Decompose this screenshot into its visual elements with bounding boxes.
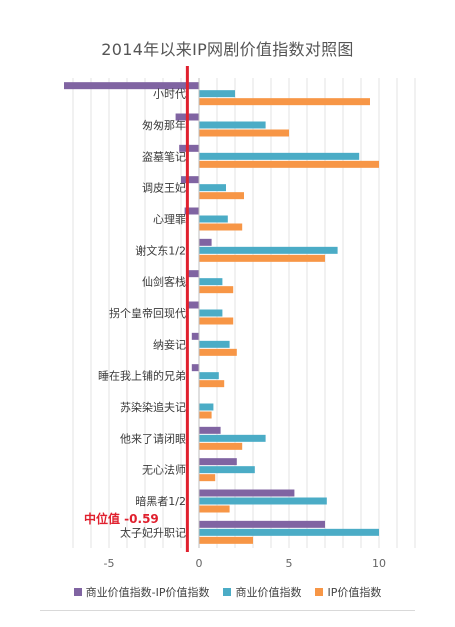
bar-1 xyxy=(191,364,199,372)
category-label: 无心法师 xyxy=(142,463,186,477)
category-label: 谢文东1/2 xyxy=(135,243,186,257)
bar-2 xyxy=(199,309,223,317)
bar-1 xyxy=(199,520,325,528)
bar-3 xyxy=(199,505,230,513)
x-tick-label: -5 xyxy=(104,557,115,570)
bar-1 xyxy=(64,82,199,90)
bar-3 xyxy=(199,192,244,200)
legend-label: IP价值指数 xyxy=(327,586,382,599)
bar-2 xyxy=(199,184,226,192)
bar-3 xyxy=(199,317,234,325)
legend-item: 商业价值指数-IP价值指数 xyxy=(73,584,210,600)
bar-2 xyxy=(199,434,266,442)
chart-title: 2014年以来IP网剧价值指数对照图 xyxy=(101,40,354,59)
bar-2 xyxy=(199,340,230,348)
bar-3 xyxy=(199,98,370,106)
category-label: 小时代 xyxy=(153,88,186,101)
x-tick-label: 0 xyxy=(196,557,203,570)
x-tick-label: 5 xyxy=(286,557,293,570)
bar-2 xyxy=(199,152,360,160)
x-tick-label: 10 xyxy=(372,557,386,570)
bar-2 xyxy=(199,403,214,411)
bar-2 xyxy=(199,215,228,223)
legend-label: 商业价值指数-IP价值指数 xyxy=(85,586,210,599)
bar-1 xyxy=(179,144,199,152)
bar-3 xyxy=(199,380,225,388)
category-label: 纳妾记 xyxy=(153,337,186,351)
category-label: 拐个皇帝回现代 xyxy=(109,306,186,320)
bar-3 xyxy=(199,160,379,168)
bar-2 xyxy=(199,90,235,98)
bar-3 xyxy=(199,442,243,450)
bar-1 xyxy=(188,301,199,309)
bar-1 xyxy=(186,270,199,278)
bar-3 xyxy=(199,129,289,137)
category-label: 心理罪 xyxy=(153,213,186,226)
bar-2 xyxy=(199,528,379,536)
bar-3 xyxy=(199,286,234,294)
bar-3 xyxy=(199,348,237,356)
bar-1 xyxy=(199,489,295,497)
chart-legend: 商业价值指数-IP价值指数 商业价值指数 IP价值指数 xyxy=(0,584,455,600)
bar-2 xyxy=(199,466,255,474)
bar-1 xyxy=(191,332,199,340)
bar-1 xyxy=(184,207,199,215)
bar-1 xyxy=(199,458,237,466)
bar-3 xyxy=(199,536,253,544)
legend-swatch xyxy=(73,588,82,596)
legend-label: 商业价值指数 xyxy=(235,586,302,599)
bar-2 xyxy=(199,497,327,505)
legend-item: 商业价值指数 xyxy=(223,584,301,600)
bar-2 xyxy=(199,121,266,129)
legend-swatch xyxy=(315,588,324,596)
footer-divider xyxy=(40,610,415,611)
legend-item: IP价值指数 xyxy=(315,584,381,600)
category-label: 匆匆那年 xyxy=(142,118,186,132)
category-label: 暗黑者1/2 xyxy=(135,494,186,508)
bar-3 xyxy=(199,254,325,262)
legend-swatch xyxy=(223,588,232,596)
category-label: 太子妃升职记 xyxy=(120,525,186,539)
category-label: 仙剑客栈 xyxy=(142,275,186,289)
bar-3 xyxy=(199,223,243,231)
category-label: 睡在我上铺的兄弟 xyxy=(98,369,186,383)
bar-3 xyxy=(199,474,216,482)
bar-1 xyxy=(199,238,212,246)
bar-2 xyxy=(199,246,338,254)
bar-1 xyxy=(199,426,221,434)
category-label: 调皮王妃 xyxy=(142,181,186,195)
category-label: 苏染染追夫记 xyxy=(120,400,186,414)
bar-1 xyxy=(181,176,199,184)
bar-3 xyxy=(199,411,212,419)
category-label: 盗墓笔记 xyxy=(142,149,186,163)
bar-2 xyxy=(199,372,219,380)
bar-2 xyxy=(199,278,223,286)
median-annotation: 中位值 -0.59 xyxy=(84,511,159,526)
category-label: 他来了请闭眼 xyxy=(120,432,186,445)
